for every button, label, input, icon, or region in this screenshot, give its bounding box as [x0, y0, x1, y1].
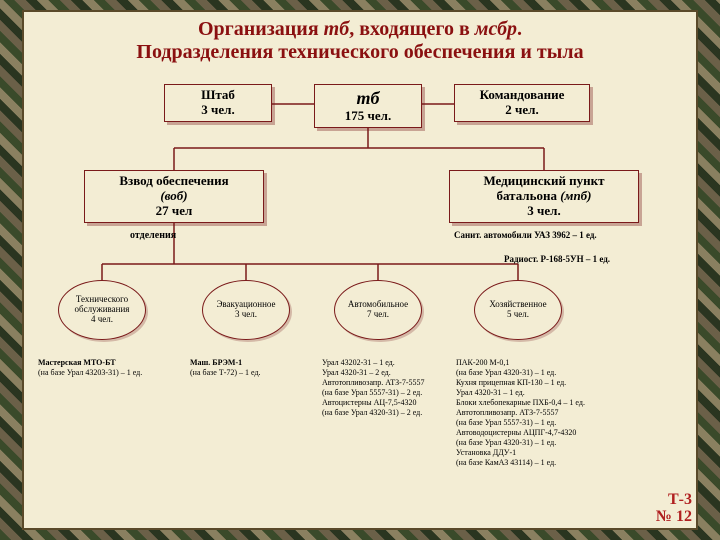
- title-em: тб: [324, 18, 350, 40]
- t: батальона: [496, 188, 560, 203]
- box-name2: батальона (мпб): [456, 189, 632, 204]
- detail-line: (на базе КамАЗ 43114) – 1 ед.: [456, 458, 656, 468]
- circle-section: Техническогообслуживания4 чел.: [58, 280, 146, 340]
- detail-line: ПАК-200 М-0,1: [456, 358, 656, 368]
- detail-line: Автотопливозапр. АТЗ-7-5557: [456, 408, 656, 418]
- box-name: Медицинский пункт: [456, 174, 632, 189]
- detail-line: Автоцистерны АЦ-7,5-4320: [322, 398, 454, 408]
- title-line-1: Организация тб, входящего в мсбр.: [32, 18, 688, 41]
- box-staff: Штаб 3 чел.: [164, 84, 272, 122]
- circle-count: 5 чел.: [475, 310, 561, 320]
- t: Взвод обеспечения: [119, 173, 228, 188]
- box-name: Штаб: [171, 88, 265, 103]
- detail-line: Урал 4320-31 – 2 ед.: [322, 368, 454, 378]
- right-note: Санит. автомобили УАЗ 3962 – 1 ед.: [454, 230, 597, 240]
- detail-line: Урал 4320-31 – 1 ед.: [456, 388, 656, 398]
- box-count: 27 чел: [91, 204, 257, 219]
- detail-block: ПАК-200 М-0,1(на базе Урал 4320-31) – 1 …: [456, 358, 656, 468]
- detail-line: Блоки хлебопекарные ПХБ-0,4 – 1 ед.: [456, 398, 656, 408]
- detail-line: (на базе Урал 43203-31) – 1 ед.: [38, 368, 188, 378]
- box-count: 175 чел.: [321, 109, 415, 124]
- box-vob: Взвод обеспечения (воб) 27 чел: [84, 170, 264, 223]
- circle-name: Техническогообслуживания: [59, 295, 145, 315]
- radio-note: Радиост. Р-168-5УН – 1 ед.: [504, 254, 610, 264]
- title-em: мсбр: [475, 18, 517, 40]
- detail-head: Маш. БРЭМ-1: [190, 358, 318, 368]
- detail-line: (на базе Урал 4320-31) – 2 ед.: [322, 408, 454, 418]
- box-em: (воб): [91, 189, 257, 204]
- detail-line: (на базе Урал 4320-31) – 1 ед.: [456, 368, 656, 378]
- title-line-2: Подразделения технического обеспечения и…: [32, 41, 688, 64]
- box-count: 3 чел.: [171, 103, 265, 118]
- detail-line: (на базе Урал 4320-31) – 1 ед.: [456, 438, 656, 448]
- box-count: 3 чел.: [456, 204, 632, 219]
- detail-line: Кухня прицепная КП-130 – 1 ед.: [456, 378, 656, 388]
- box-name: Взвод обеспечения: [91, 174, 257, 189]
- detail-line: (на базе Урал 5557-31) – 2 ед.: [322, 388, 454, 398]
- title-text: .: [517, 18, 522, 40]
- sections-label: отделения: [130, 230, 176, 241]
- circle-section: Автомобильное7 чел.: [334, 280, 422, 340]
- detail-block: Урал 43202-31 – 1 ед.Урал 4320-31 – 2 ед…: [322, 358, 454, 418]
- detail-line: Урал 43202-31 – 1 ед.: [322, 358, 454, 368]
- box-name: Командование: [461, 88, 583, 103]
- stamp-bottom: № 12: [656, 508, 692, 526]
- detail-line: Установка ДДУ-1: [456, 448, 656, 458]
- title-text: , входящего в: [349, 18, 475, 40]
- t: (мпб): [560, 188, 591, 203]
- circle-section: Эвакуационное3 чел.: [202, 280, 290, 340]
- detail-line: (на базе Т-72) – 1 ед.: [190, 368, 318, 378]
- detail-block: Маш. БРЭМ-1(на базе Т-72) – 1 ед.: [190, 358, 318, 378]
- stamp-top: Т-3: [656, 491, 692, 509]
- detail-line: Автотопливозапр. АТЗ-7-5557: [322, 378, 454, 388]
- detail-line: (на базе Урал 5557-31) – 1 ед.: [456, 418, 656, 428]
- circle-section: Хозяйственное5 чел.: [474, 280, 562, 340]
- box-tb: тб 175 чел.: [314, 84, 422, 128]
- circle-count: 7 чел.: [335, 310, 421, 320]
- box-mpb: Медицинский пункт батальона (мпб) 3 чел.: [449, 170, 639, 223]
- detail-head: Мастерская МТО-БТ: [38, 358, 188, 368]
- circle-count: 4 чел.: [59, 315, 145, 325]
- title-text: Организация: [198, 18, 324, 40]
- detail-block: Мастерская МТО-БТ(на базе Урал 43203-31)…: [38, 358, 188, 378]
- title-block: Организация тб, входящего в мсбр. Подраз…: [24, 12, 696, 68]
- circle-count: 3 чел.: [203, 310, 289, 320]
- box-name: тб: [321, 88, 415, 109]
- box-count: 2 чел.: [461, 103, 583, 118]
- sheet: Организация тб, входящего в мсбр. Подраз…: [22, 10, 698, 530]
- detail-line: Автоводоцистерны АЦПГ-4,7-4320: [456, 428, 656, 438]
- diagram-canvas: Штаб 3 чел. тб 175 чел. Командование 2 ч…: [24, 72, 700, 532]
- box-command: Командование 2 чел.: [454, 84, 590, 122]
- stamp: Т-3 № 12: [656, 491, 692, 526]
